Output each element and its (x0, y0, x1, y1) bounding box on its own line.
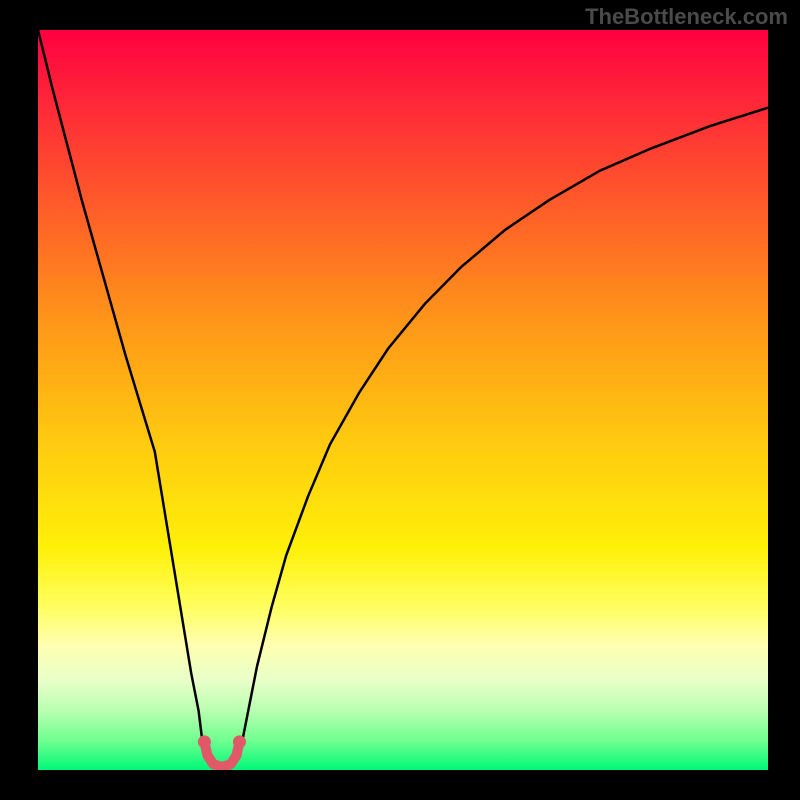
gradient-background (38, 30, 768, 770)
u-endpoint-0 (198, 735, 211, 748)
chart-svg (38, 30, 768, 770)
u-endpoint-1 (233, 735, 246, 748)
chart-container: TheBottleneck.com (0, 0, 800, 800)
plot-area (38, 30, 768, 770)
watermark-text: TheBottleneck.com (585, 4, 788, 30)
